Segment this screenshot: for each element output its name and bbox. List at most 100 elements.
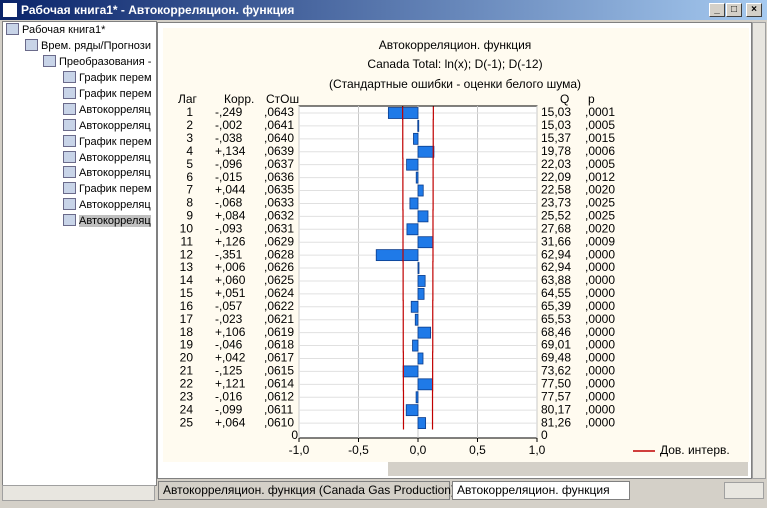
p-label: ,0000: [585, 260, 615, 274]
window-title: Рабочая книга1* - Автокорреляцион. функц…: [21, 3, 295, 17]
se-label: ,0618: [264, 338, 294, 352]
tab-scroll[interactable]: [724, 482, 764, 499]
lag-label: 17: [180, 312, 194, 326]
bar: [409, 197, 419, 210]
lag-label: 16: [180, 299, 194, 313]
maximize-button[interactable]: □: [726, 3, 742, 17]
lag-label: 12: [180, 247, 194, 261]
tree-label: График перем: [79, 87, 152, 100]
se-label: ,0632: [264, 209, 294, 223]
minimize-button[interactable]: _: [709, 3, 725, 17]
p-label: ,0012: [585, 170, 615, 184]
tree-item[interactable]: Автокорреляц: [63, 102, 151, 117]
p-label: ,0020: [585, 183, 615, 197]
se-label: ,0640: [264, 131, 294, 145]
tree-label: Врем. ряды/Прогнози: [41, 40, 151, 52]
x-tick-label: 0,5: [469, 443, 486, 457]
tree-item[interactable]: График перем: [63, 134, 152, 149]
lag-label: 13: [180, 260, 194, 274]
q-label: 80,17: [541, 402, 571, 416]
workbook-tree: Рабочая книга1* Врем. ряды/Прогнози Преобр…: [2, 21, 157, 486]
tree-item[interactable]: Автокорреляц: [63, 214, 151, 228]
se-label: ,0639: [264, 144, 294, 158]
se-label: ,0629: [264, 234, 294, 248]
tree-item[interactable]: Автокорреляц: [63, 198, 151, 212]
lag-label: 11: [181, 234, 194, 248]
q-label: 77,57: [541, 389, 571, 403]
tree-item[interactable]: График перем: [63, 71, 152, 85]
p-label: ,0025: [585, 196, 615, 210]
chart-toolbar[interactable]: [388, 462, 748, 476]
tree-item[interactable]: Преобразования -: [43, 55, 151, 69]
lag-label: 24: [180, 402, 194, 416]
chart: Автокорреляцион. функция Canada Total: l…: [163, 28, 749, 476]
corr-label: -,125: [215, 364, 243, 378]
corr-label: -,099: [215, 402, 243, 416]
se-label: ,0631: [264, 221, 294, 235]
se-label: ,0612: [264, 389, 294, 403]
tab[interactable]: Автокорреляцион. функция: [452, 481, 630, 500]
bar: [406, 158, 419, 171]
close-button[interactable]: ×: [746, 3, 762, 17]
tree-item[interactable]: График перем: [63, 182, 152, 196]
tree-item[interactable]: Автокорреляц: [63, 166, 151, 180]
tree-item[interactable]: Автокорреляц: [63, 150, 151, 165]
bar: [417, 417, 427, 429]
tree-icon: [63, 102, 76, 115]
tree-icon: [63, 182, 76, 195]
q-label: 19,78: [541, 144, 571, 158]
corr-label: -,015: [215, 170, 243, 184]
tree-icon: [63, 86, 76, 99]
confidence-line: [402, 106, 405, 430]
corr-label: -,093: [215, 221, 243, 235]
p-label: ,0006: [585, 144, 615, 158]
tree-item[interactable]: График перем: [63, 86, 152, 101]
q-label: 22,03: [541, 157, 571, 171]
bar: [413, 132, 419, 145]
se-label: ,0625: [264, 273, 294, 287]
corr-label: +,051: [215, 286, 246, 300]
se-label: ,0637: [264, 157, 294, 171]
bar: [417, 184, 424, 197]
q-label: 81,26: [541, 415, 571, 429]
corr-label: -,038: [215, 131, 243, 145]
p-label: ,0005: [585, 157, 615, 171]
lag-label: 9: [186, 209, 193, 223]
corr-label: -,023: [215, 312, 243, 326]
p-label: ,0001: [585, 105, 615, 119]
tree-scrollbar[interactable]: [2, 485, 155, 501]
p-label: ,0005: [585, 118, 615, 132]
q-label: 62,94: [541, 260, 571, 274]
lag-label: 19: [180, 338, 194, 352]
legend-label: Дов. интерв.: [660, 443, 730, 457]
tree-icon: [63, 134, 76, 147]
lag-zero-label: 0: [291, 428, 298, 442]
se-label: ,0626: [264, 260, 294, 274]
q-label: 69,48: [541, 351, 571, 365]
q-label: 65,53: [541, 312, 571, 326]
corr-label: +,126: [215, 234, 246, 248]
corr-label: +,121: [215, 376, 246, 390]
lag-label: 2: [186, 118, 193, 132]
q-label: 15,03: [541, 118, 571, 132]
vertical-scrollbar[interactable]: [752, 22, 766, 479]
tree-icon: [6, 23, 19, 35]
corr-label: +,060: [215, 273, 246, 287]
p-label: ,0000: [585, 325, 615, 339]
tree-item[interactable]: Автокорреляц: [63, 118, 151, 133]
p-label: ,0000: [585, 415, 615, 429]
corr-label: -,057: [215, 299, 243, 313]
tree-item[interactable]: Рабочая книга1*: [6, 23, 105, 37]
tree-icon: [63, 71, 76, 83]
tree-item[interactable]: Врем. ряды/Прогнози: [25, 39, 151, 53]
bar: [417, 236, 434, 249]
q-label: 64,55: [541, 286, 571, 300]
lag-label: 14: [180, 273, 194, 287]
q-label: 22,58: [541, 183, 571, 197]
x-tick-label: -1,0: [289, 443, 310, 457]
bar: [417, 352, 424, 365]
p-label: ,0000: [585, 376, 615, 390]
tab[interactable]: Автокорреляцион. функция (Canada Gas Pro…: [158, 481, 455, 500]
q-label: 15,37: [541, 131, 571, 145]
lag-label: 21: [180, 364, 194, 378]
